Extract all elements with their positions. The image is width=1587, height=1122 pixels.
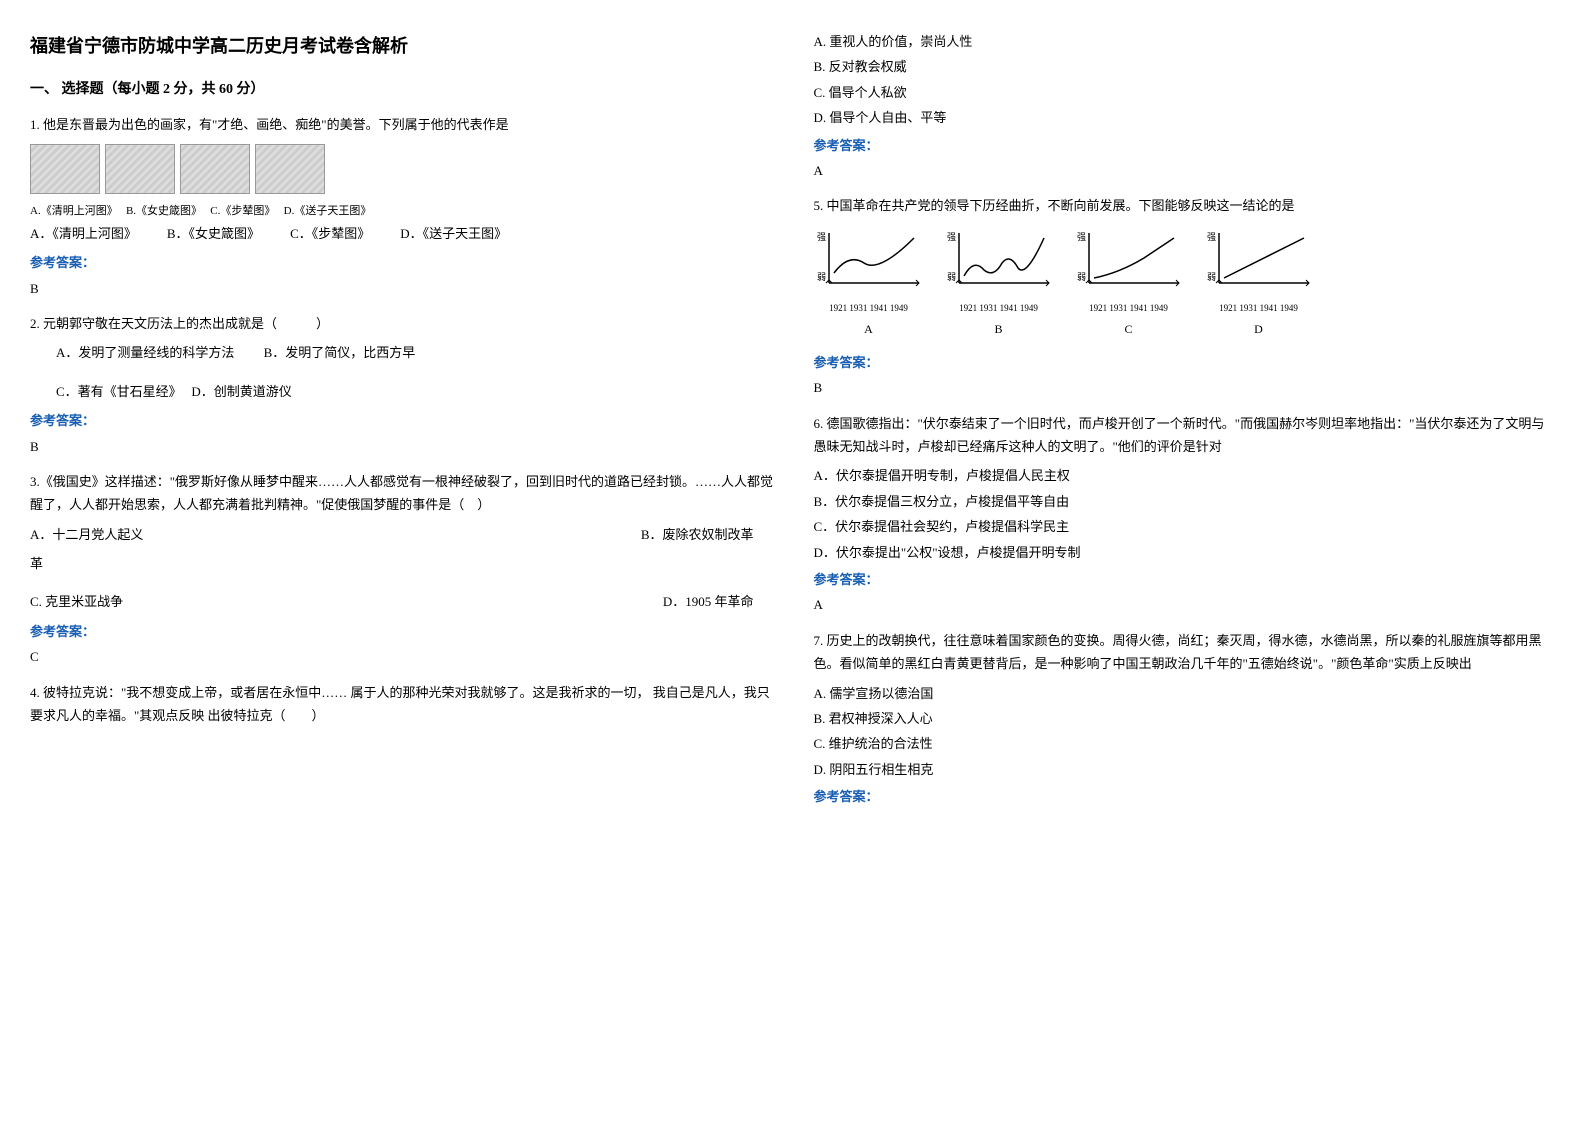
option-d: D．伏尔泰提出"公权"设想，卢梭提倡开明专制 (814, 541, 1558, 564)
question-text: 4. 彼特拉克说："我不想变成上帝，或者居在永恒中…… 属于人的那种光荣对我就够… (30, 681, 774, 728)
question-text: 3.《俄国史》这样描述："俄罗斯好像从睡梦中醒来……人人都感觉有一根神经破裂了，… (30, 470, 774, 517)
option-b-continuation: 革 (30, 552, 774, 575)
chart-years: 1921 1931 1941 1949 (944, 300, 1054, 316)
image-option (180, 144, 250, 194)
answer-label: 参考答案： (814, 785, 1558, 808)
chart-years: 1921 1931 1941 1949 (1074, 300, 1184, 316)
answer-value: A (814, 593, 1558, 616)
image-caption-d: D.《送子天王图》 (284, 205, 372, 217)
option-c: C．《步辇图》 (290, 222, 370, 245)
answer-label: 参考答案： (814, 568, 1558, 591)
question-1: 1. 他是东晋最为出色的画家，有"才绝、画绝、痴绝"的美誉。下列属于他的代表作是… (30, 113, 774, 300)
options: A．十二月党人起义 B．废除农奴制改革 (30, 523, 774, 546)
option-c: C. 维护统治的合法性 (814, 732, 1558, 755)
right-column: A. 重视人的价值，崇尚人性 B. 反对教会权威 C. 倡导个人私欲 D. 倡导… (814, 30, 1558, 821)
painting-image-placeholder (255, 144, 325, 194)
question-4-cont: A. 重视人的价值，崇尚人性 B. 反对教会权威 C. 倡导个人私欲 D. 倡导… (814, 30, 1558, 182)
option-a: A．《清明上河图》 (30, 222, 137, 245)
option-a: A．伏尔泰提倡开明专制，卢梭提倡人民主权 (814, 464, 1558, 487)
answer-value: B (30, 277, 774, 300)
image-caption-b: B.《女史箴图》 (126, 205, 202, 217)
options: A．《清明上河图》 B．《女史箴图》 C．《步辇图》 D．《送子天王图》 (30, 222, 774, 245)
answer-label: 参考答案： (30, 620, 774, 643)
svg-text:强: 强 (1077, 232, 1086, 242)
image-caption-c: C.《步辇图》 (210, 205, 275, 217)
option-d: D．《送子天王图》 (400, 222, 507, 245)
answer-value: A (814, 159, 1558, 182)
painting-image-placeholder (105, 144, 175, 194)
answer-value: B (814, 376, 1558, 399)
option-c: C. 克里米亚战争 (30, 590, 123, 613)
question-text: 1. 他是东晋最为出色的画家，有"才绝、画绝、痴绝"的美誉。下列属于他的代表作是 (30, 113, 774, 136)
chart-label-b: B (944, 319, 1054, 341)
svg-text:弱: 弱 (1207, 272, 1216, 282)
option-b: B．伏尔泰提倡三权分立，卢梭提倡平等自由 (814, 490, 1558, 513)
image-option (105, 144, 175, 194)
line-chart-icon: 强 弱 (1204, 228, 1314, 293)
option-b: B. 反对教会权威 (814, 55, 1558, 78)
line-chart-icon: 强 弱 (944, 228, 1054, 293)
answer-label: 参考答案： (30, 409, 774, 432)
painting-image-placeholder (30, 144, 100, 194)
question-2: 2. 元朝郭守敬在天文历法上的杰出成就是（ ） A．发明了测量经线的科学方法 B… (30, 312, 774, 458)
svg-text:弱: 弱 (947, 272, 956, 282)
image-option (30, 144, 100, 194)
painting-image-placeholder (180, 144, 250, 194)
question-text: 2. 元朝郭守敬在天文历法上的杰出成就是（ ） (30, 312, 774, 335)
chart-label-a: A (814, 319, 924, 341)
option-a: A. 儒学宣扬以德治国 (814, 682, 1558, 705)
image-row (30, 144, 774, 194)
option-d: D. 阴阳五行相生相克 (814, 758, 1558, 781)
chart-years: 1921 1931 1941 1949 (814, 300, 924, 316)
svg-text:强: 强 (1207, 232, 1216, 242)
question-7: 7. 历史上的改朝换代，往往意味着国家颜色的变换。周得火德，尚红；秦灭周，得水德… (814, 629, 1558, 809)
answer-value: B (30, 435, 774, 458)
option-b: B．《女史箴图》 (167, 222, 260, 245)
question-3: 3.《俄国史》这样描述："俄罗斯好像从睡梦中醒来……人人都感觉有一根神经破裂了，… (30, 470, 774, 669)
answer-value: C (30, 645, 774, 668)
chart-row: 强 弱 1921 1931 1941 1949 A 强 弱 (814, 228, 1558, 341)
line-chart-icon: 强 弱 (1074, 228, 1184, 293)
option-a: A．十二月党人起义 (30, 523, 143, 546)
option-b: B．废除农奴制改革 (641, 523, 754, 546)
question-text: 6. 德国歌德指出："伏尔泰结束了一个旧时代，而卢梭开创了一个新时代。"而俄国赫… (814, 412, 1558, 459)
option-c: C．著有《甘石星经》 (56, 384, 182, 399)
question-text: 5. 中国革命在共产党的领导下历经曲折，不断向前发展。下图能够反映这一结论的是 (814, 194, 1558, 217)
option-c: C. 倡导个人私欲 (814, 81, 1558, 104)
svg-text:弱: 弱 (1077, 272, 1086, 282)
option-d: D．1905 年革命 (663, 590, 754, 613)
image-caption-a: A.《清明上河图》 (30, 205, 118, 217)
line-chart-icon: 强 弱 (814, 228, 924, 293)
chart-label-c: C (1074, 319, 1184, 341)
chart-c: 强 弱 1921 1931 1941 1949 C (1074, 228, 1184, 341)
options: C. 克里米亚战争 D．1905 年革命 (30, 590, 774, 613)
answer-label: 参考答案： (814, 351, 1558, 374)
question-5: 5. 中国革命在共产党的领导下历经曲折，不断向前发展。下图能够反映这一结论的是 … (814, 194, 1558, 399)
option-a: A．发明了测量经线的科学方法 (56, 345, 234, 360)
option-b: B．发明了简仪，比西方早 (264, 345, 416, 360)
chart-label-d: D (1204, 319, 1314, 341)
svg-text:弱: 弱 (817, 272, 826, 282)
option-b: B. 君权神授深入人心 (814, 707, 1558, 730)
left-column: 福建省宁德市防城中学高二历史月考试卷含解析 一、 选择题（每小题 2 分，共 6… (30, 30, 774, 821)
question-4: 4. 彼特拉克说："我不想变成上帝，或者居在永恒中…… 属于人的那种光荣对我就够… (30, 681, 774, 728)
page-title: 福建省宁德市防城中学高二历史月考试卷含解析 (30, 30, 774, 62)
image-option (255, 144, 325, 194)
svg-text:强: 强 (947, 232, 956, 242)
svg-text:强: 强 (817, 232, 826, 242)
option-d: D. 倡导个人自由、平等 (814, 106, 1558, 129)
answer-label: 参考答案： (814, 134, 1558, 157)
section-title: 一、 选择题（每小题 2 分，共 60 分） (30, 77, 774, 102)
answer-label: 参考答案： (30, 251, 774, 274)
chart-b: 强 弱 1921 1931 1941 1949 B (944, 228, 1054, 341)
question-text: 7. 历史上的改朝换代，往往意味着国家颜色的变换。周得火德，尚红；秦灭周，得水德… (814, 629, 1558, 676)
option-c: C．伏尔泰提倡社会契约，卢梭提倡科学民主 (814, 515, 1558, 538)
chart-years: 1921 1931 1941 1949 (1204, 300, 1314, 316)
option-d: D．创制黄道游仪 (191, 384, 291, 399)
chart-d: 强 弱 1921 1931 1941 1949 D (1204, 228, 1314, 341)
question-6: 6. 德国歌德指出："伏尔泰结束了一个旧时代，而卢梭开创了一个新时代。"而俄国赫… (814, 412, 1558, 617)
chart-a: 强 弱 1921 1931 1941 1949 A (814, 228, 924, 341)
option-a: A. 重视人的价值，崇尚人性 (814, 30, 1558, 53)
options: A．发明了测量经线的科学方法 B．发明了简仪，比西方早 C．著有《甘石星经》 D… (30, 341, 774, 403)
